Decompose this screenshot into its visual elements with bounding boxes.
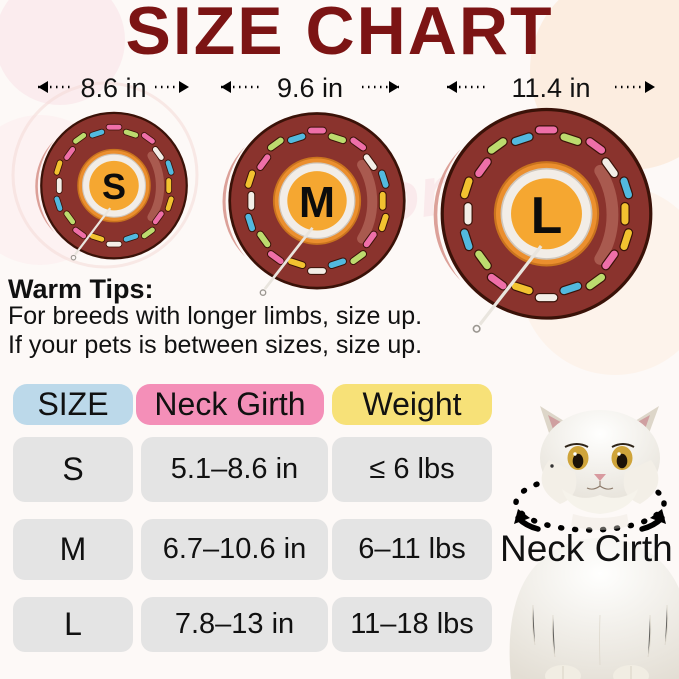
svg-text:L: L [531,186,563,244]
svg-text:M: M [299,179,335,227]
svg-text:S: S [102,166,126,207]
